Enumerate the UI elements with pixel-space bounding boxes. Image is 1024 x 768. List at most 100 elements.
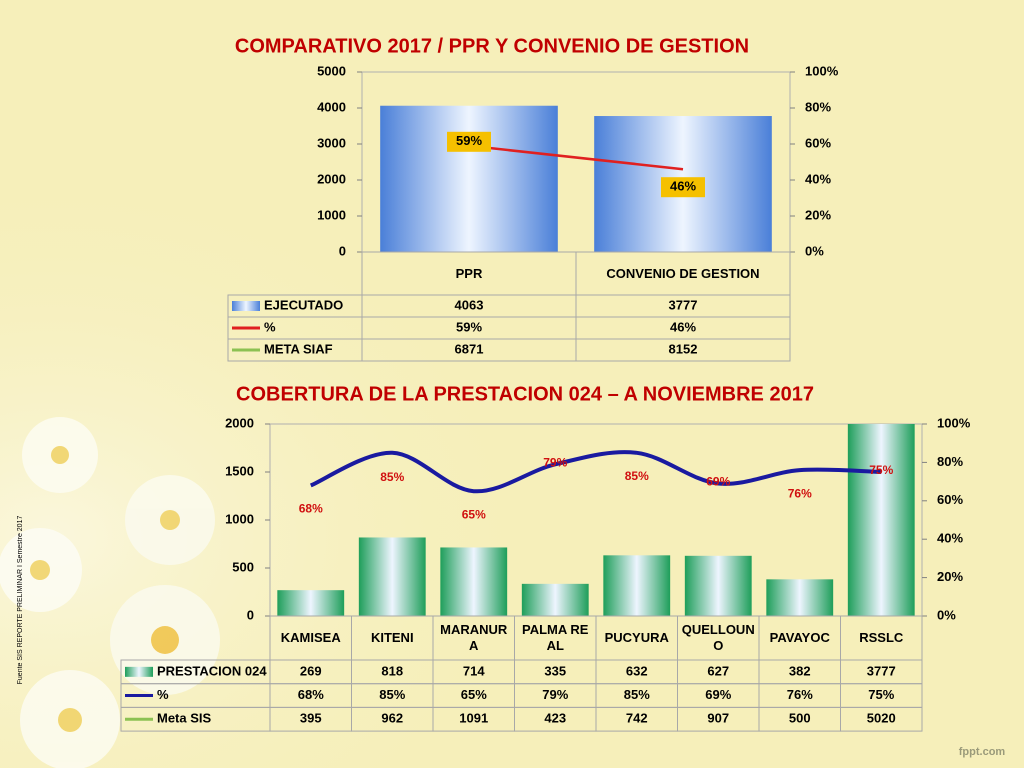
legend-label: EJECUTADO xyxy=(264,297,343,312)
y2-tick-label: 80% xyxy=(805,99,831,114)
legend-label: % xyxy=(264,319,276,334)
table-value: 818 xyxy=(381,663,403,678)
value-label: 79% xyxy=(543,455,567,469)
y-tick-label: 0 xyxy=(339,243,346,258)
category-label-box: PUCYURA xyxy=(605,630,669,645)
y2-tick-label: 20% xyxy=(937,569,963,584)
value-label: 65% xyxy=(462,507,486,521)
y-tick-label: 5000 xyxy=(317,63,346,78)
category-label: KAMISEA xyxy=(280,630,341,645)
table-value: 3777 xyxy=(867,663,896,678)
daisies xyxy=(0,417,220,768)
table-value: 742 xyxy=(626,711,648,726)
value-label: 59% xyxy=(456,133,482,148)
y2-tick-label: 40% xyxy=(805,171,831,186)
category-label-box: KITENI xyxy=(370,630,414,645)
value-label: 75% xyxy=(869,463,893,477)
line xyxy=(309,450,882,494)
chart-title: COBERTURA DE LA PRESTACION 024 – A NOVIE… xyxy=(236,383,814,405)
category-label: RSSLC xyxy=(859,630,904,645)
category-label-box: CONVENIO DE GESTION xyxy=(606,265,760,281)
table-value: 76% xyxy=(787,687,813,702)
bar xyxy=(684,555,752,616)
plot-marks xyxy=(277,424,915,616)
value-label: 69% xyxy=(706,475,730,489)
table-value: 395 xyxy=(300,711,322,726)
table-value: 46% xyxy=(670,319,696,334)
table-value: 714 xyxy=(463,663,485,678)
label-box xyxy=(661,177,705,198)
table-value: 269 xyxy=(300,663,322,678)
y-tick-label: 2000 xyxy=(225,415,254,430)
bar xyxy=(603,555,671,616)
value-label: 85% xyxy=(625,469,649,483)
table-value: 59% xyxy=(456,319,482,334)
label-box xyxy=(447,131,491,152)
y2-tick-label: 20% xyxy=(805,207,831,222)
y2-tick-label: 100% xyxy=(805,63,839,78)
value-label: 46% xyxy=(670,179,696,194)
legend-label: META SIAF xyxy=(264,341,333,356)
y-tick-label: 1000 xyxy=(225,511,254,526)
y2-tick-label: 80% xyxy=(937,454,963,469)
bar xyxy=(277,590,345,616)
y2-tick-label: 100% xyxy=(937,415,971,430)
category-label-box: KAMISEA xyxy=(280,630,341,645)
legend-label: % xyxy=(157,687,169,702)
category-label-box: PALMA REAL xyxy=(522,622,589,653)
value-label: 85% xyxy=(380,470,404,484)
table-cell xyxy=(575,338,791,362)
legend-swatch xyxy=(232,301,260,311)
category-label: KITENI xyxy=(370,630,414,645)
table-cell xyxy=(840,706,923,732)
bar xyxy=(440,547,508,616)
category-label: CONVENIO DE GESTION xyxy=(606,265,760,281)
table-value: 5020 xyxy=(867,711,896,726)
bar xyxy=(847,424,915,616)
table-value: 69% xyxy=(705,687,731,702)
category-label-box: QUELLOUNO xyxy=(681,622,755,653)
watermark: fppt.com xyxy=(959,746,1006,758)
y2-tick-label: 60% xyxy=(805,135,831,150)
y-tick-label: 500 xyxy=(232,559,254,574)
table-value: 3777 xyxy=(669,297,698,312)
y-tick-label: 1500 xyxy=(225,463,254,478)
y-tick-label: 0 xyxy=(247,607,254,622)
line xyxy=(468,144,684,171)
legend-label: PRESTACION 024 xyxy=(157,663,267,678)
legend-label: Meta SIS xyxy=(157,711,212,726)
table-value: 68% xyxy=(298,687,324,702)
category-label: MARANURA xyxy=(440,622,508,653)
bar xyxy=(521,583,589,616)
y-tick-label: 3000 xyxy=(317,135,346,150)
value-label: 76% xyxy=(788,486,812,500)
legend-swatch xyxy=(125,666,153,677)
bar xyxy=(766,579,834,616)
table-value: 8152 xyxy=(669,341,698,356)
y2-tick-label: 0% xyxy=(937,607,956,622)
y2-tick-label: 60% xyxy=(937,492,963,507)
table-value: 632 xyxy=(626,663,648,678)
bar xyxy=(358,537,426,616)
table-value: 500 xyxy=(789,711,811,726)
table-value: 423 xyxy=(544,711,566,726)
table-value: 907 xyxy=(707,711,729,726)
category-label-box: PAVAYOC xyxy=(770,630,830,645)
table-value: 75% xyxy=(868,687,894,702)
category-label: PPR xyxy=(455,265,483,281)
category-label: PALMA REAL xyxy=(522,622,589,653)
bar xyxy=(380,105,558,252)
table-value: 4063 xyxy=(455,297,484,312)
table-value: 79% xyxy=(542,687,568,702)
table-value: 85% xyxy=(379,687,405,702)
y-tick-label: 4000 xyxy=(317,99,346,114)
source-note: Fuente SIS REPORTE PRELIMINAR I Semestre… xyxy=(17,516,24,685)
category-label: QUELLOUNO xyxy=(681,622,755,653)
chart-title: COMPARATIVO 2017 / PPR Y CONVENIO DE GES… xyxy=(235,35,749,57)
table-value: 1091 xyxy=(459,711,488,726)
category-label-box: PPR xyxy=(455,265,483,281)
table-value: 335 xyxy=(544,663,566,678)
table-value: 382 xyxy=(789,663,811,678)
